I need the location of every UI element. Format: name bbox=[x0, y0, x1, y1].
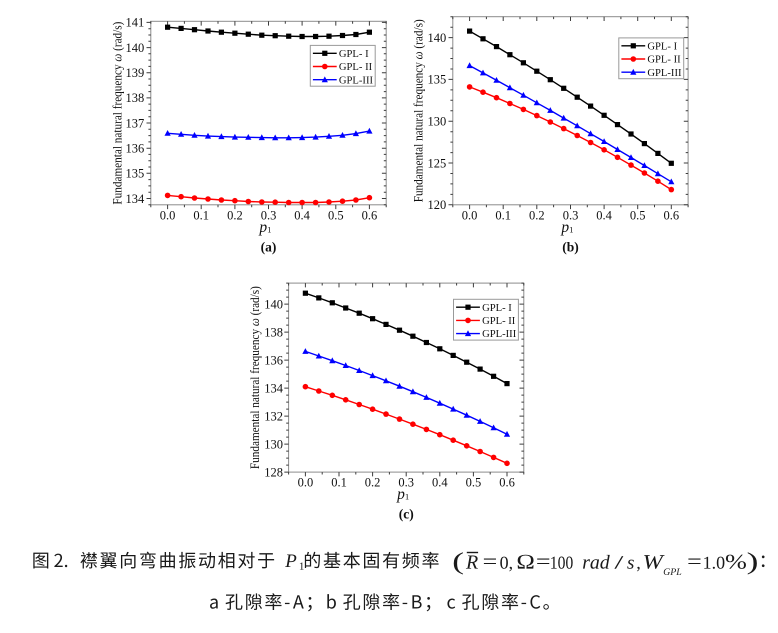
svg-text:134: 134 bbox=[126, 192, 146, 206]
svg-text:0.3: 0.3 bbox=[261, 209, 277, 223]
svg-text:0.6: 0.6 bbox=[362, 209, 378, 223]
svg-text:GPL-III: GPL-III bbox=[647, 68, 682, 79]
svg-text:141: 141 bbox=[126, 16, 145, 30]
svg-text:140: 140 bbox=[264, 297, 283, 311]
svg-text:136: 136 bbox=[126, 142, 145, 156]
svg-text:0.3: 0.3 bbox=[398, 476, 414, 490]
svg-text:GPL- II: GPL- II bbox=[482, 316, 516, 327]
svg-text:0.2: 0.2 bbox=[365, 476, 381, 490]
svg-text:GPL- II: GPL- II bbox=[339, 62, 373, 73]
svg-text:138: 138 bbox=[126, 91, 145, 105]
svg-text:130: 130 bbox=[428, 115, 447, 129]
svg-text:GPL-III: GPL-III bbox=[339, 75, 374, 86]
svg-text:140: 140 bbox=[428, 31, 447, 45]
svg-text:135: 135 bbox=[126, 167, 145, 181]
svg-text:134: 134 bbox=[264, 381, 284, 395]
svg-text:136: 136 bbox=[264, 353, 283, 367]
svg-text:0.0: 0.0 bbox=[462, 209, 478, 223]
svg-text:138: 138 bbox=[264, 325, 283, 339]
svg-text:(a): (a) bbox=[261, 240, 277, 255]
svg-text:0.2: 0.2 bbox=[529, 209, 545, 223]
svg-text:139: 139 bbox=[126, 66, 145, 80]
svg-text:125: 125 bbox=[428, 156, 447, 170]
svg-text:135: 135 bbox=[428, 73, 447, 87]
svg-text:0.0: 0.0 bbox=[298, 476, 314, 490]
svg-text:GPL- I: GPL- I bbox=[482, 303, 512, 314]
svg-text:0.6: 0.6 bbox=[499, 476, 515, 490]
svg-text:GPL- I: GPL- I bbox=[647, 41, 677, 52]
svg-text:GPL-III: GPL-III bbox=[482, 329, 517, 340]
svg-text:132: 132 bbox=[264, 409, 283, 423]
svg-text:0.5: 0.5 bbox=[466, 476, 482, 490]
svg-text:GPL- I: GPL- I bbox=[339, 49, 369, 60]
svg-text:0.1: 0.1 bbox=[495, 209, 511, 223]
svg-text:0.4: 0.4 bbox=[596, 209, 612, 223]
svg-text:0.4: 0.4 bbox=[432, 476, 448, 490]
svg-text:0.1: 0.1 bbox=[193, 209, 209, 223]
svg-text:0.4: 0.4 bbox=[294, 209, 310, 223]
svg-text:Fundamental natural frequency: Fundamental natural frequency ω (rad/s) bbox=[247, 286, 262, 469]
svg-text:GPL- II: GPL- II bbox=[647, 55, 681, 66]
svg-text:0.5: 0.5 bbox=[630, 209, 646, 223]
svg-text:0.2: 0.2 bbox=[227, 209, 243, 223]
svg-text:137: 137 bbox=[126, 116, 145, 130]
svg-text:0.0: 0.0 bbox=[160, 209, 176, 223]
svg-text:0.1: 0.1 bbox=[331, 476, 347, 490]
svg-text:130: 130 bbox=[264, 437, 283, 451]
svg-text:0.5: 0.5 bbox=[328, 209, 344, 223]
svg-text:0.3: 0.3 bbox=[563, 209, 579, 223]
svg-text:140: 140 bbox=[126, 41, 145, 55]
svg-text:120: 120 bbox=[428, 198, 447, 212]
svg-text:Fundamental natural frequency: Fundamental natural frequency ω (rad/s) bbox=[110, 22, 125, 205]
svg-text:Fundamental natural frequency: Fundamental natural frequency ω (rad/s) bbox=[411, 19, 426, 202]
svg-text:(c): (c) bbox=[399, 507, 414, 522]
svg-text:0.6: 0.6 bbox=[663, 209, 679, 223]
svg-text:128: 128 bbox=[264, 465, 283, 479]
svg-text:(b): (b) bbox=[562, 240, 579, 255]
